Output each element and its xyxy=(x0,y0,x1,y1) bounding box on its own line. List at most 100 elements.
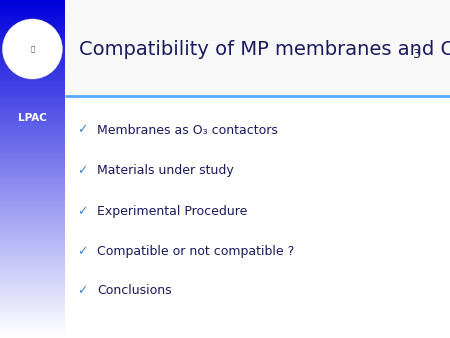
Bar xyxy=(0,87,65,89)
Bar xyxy=(0,149,65,151)
Bar xyxy=(0,15,65,17)
Bar xyxy=(0,263,65,265)
Text: Conclusions: Conclusions xyxy=(97,284,171,297)
Bar xyxy=(0,150,65,152)
Bar xyxy=(0,220,65,222)
Bar xyxy=(0,130,65,132)
Bar xyxy=(0,162,65,163)
Bar xyxy=(0,192,65,194)
Bar xyxy=(0,8,65,10)
Bar xyxy=(0,289,65,291)
Bar xyxy=(0,226,65,227)
Bar xyxy=(0,276,65,278)
Bar xyxy=(0,324,65,325)
Bar xyxy=(0,219,65,221)
Bar xyxy=(0,293,65,295)
Bar xyxy=(0,248,65,250)
Bar xyxy=(0,336,65,338)
Bar xyxy=(0,221,65,223)
Bar xyxy=(0,264,65,266)
Bar xyxy=(0,32,65,34)
Bar xyxy=(0,274,65,276)
Bar xyxy=(0,200,65,202)
Bar xyxy=(0,120,65,122)
Text: 3: 3 xyxy=(412,48,420,61)
Bar xyxy=(0,16,65,18)
Bar xyxy=(0,70,65,72)
Bar xyxy=(0,171,65,172)
Bar xyxy=(0,57,65,58)
Bar xyxy=(0,215,65,216)
Bar xyxy=(0,98,65,100)
Bar xyxy=(0,194,65,196)
Bar xyxy=(0,43,65,45)
Bar xyxy=(0,42,65,44)
Bar xyxy=(0,270,65,271)
Bar xyxy=(0,267,65,269)
Bar xyxy=(0,103,65,105)
Bar xyxy=(0,131,65,133)
Bar xyxy=(0,317,65,319)
Bar xyxy=(0,134,65,135)
Bar xyxy=(0,75,65,77)
Bar xyxy=(0,79,65,81)
Bar xyxy=(0,17,65,19)
Bar xyxy=(0,135,65,136)
Bar xyxy=(0,104,65,106)
Bar xyxy=(0,195,65,197)
Bar xyxy=(0,95,65,97)
Bar xyxy=(0,157,65,159)
Bar xyxy=(0,225,65,226)
Bar xyxy=(0,291,65,293)
Bar xyxy=(0,169,65,171)
Bar xyxy=(0,92,65,94)
Bar xyxy=(0,152,65,154)
Bar xyxy=(0,303,65,304)
Bar xyxy=(0,191,65,193)
Bar xyxy=(0,207,65,209)
Bar xyxy=(0,306,65,308)
Bar xyxy=(0,287,65,288)
Bar xyxy=(0,115,65,117)
Bar xyxy=(0,208,65,210)
Bar xyxy=(0,273,65,275)
Bar xyxy=(0,250,65,252)
Bar xyxy=(0,265,65,267)
Bar xyxy=(0,313,65,314)
Bar xyxy=(0,318,65,320)
Bar xyxy=(0,166,65,168)
Bar xyxy=(0,26,65,28)
Bar xyxy=(0,159,65,161)
Bar xyxy=(0,331,65,332)
Bar xyxy=(0,235,65,237)
Bar xyxy=(0,209,65,211)
Bar xyxy=(0,319,65,321)
Bar xyxy=(0,198,65,199)
Bar xyxy=(0,213,65,215)
Bar xyxy=(0,232,65,233)
Bar xyxy=(0,301,65,303)
Bar xyxy=(0,253,65,255)
Bar xyxy=(0,38,65,40)
Bar xyxy=(0,281,65,283)
Bar xyxy=(0,238,65,240)
Bar xyxy=(0,177,65,179)
Bar xyxy=(0,309,65,311)
Bar xyxy=(0,181,65,183)
Ellipse shape xyxy=(3,20,62,78)
Bar xyxy=(0,141,65,143)
Bar xyxy=(0,245,65,247)
Bar xyxy=(0,304,65,305)
Bar xyxy=(0,96,65,98)
Bar xyxy=(0,102,65,104)
Bar xyxy=(0,20,65,21)
Bar xyxy=(0,44,65,46)
Bar xyxy=(0,83,65,84)
Bar xyxy=(0,29,65,30)
Bar xyxy=(0,6,65,8)
Bar xyxy=(0,155,65,156)
Bar xyxy=(0,47,65,48)
Bar xyxy=(0,294,65,296)
Bar xyxy=(0,78,65,80)
Bar xyxy=(0,227,65,229)
